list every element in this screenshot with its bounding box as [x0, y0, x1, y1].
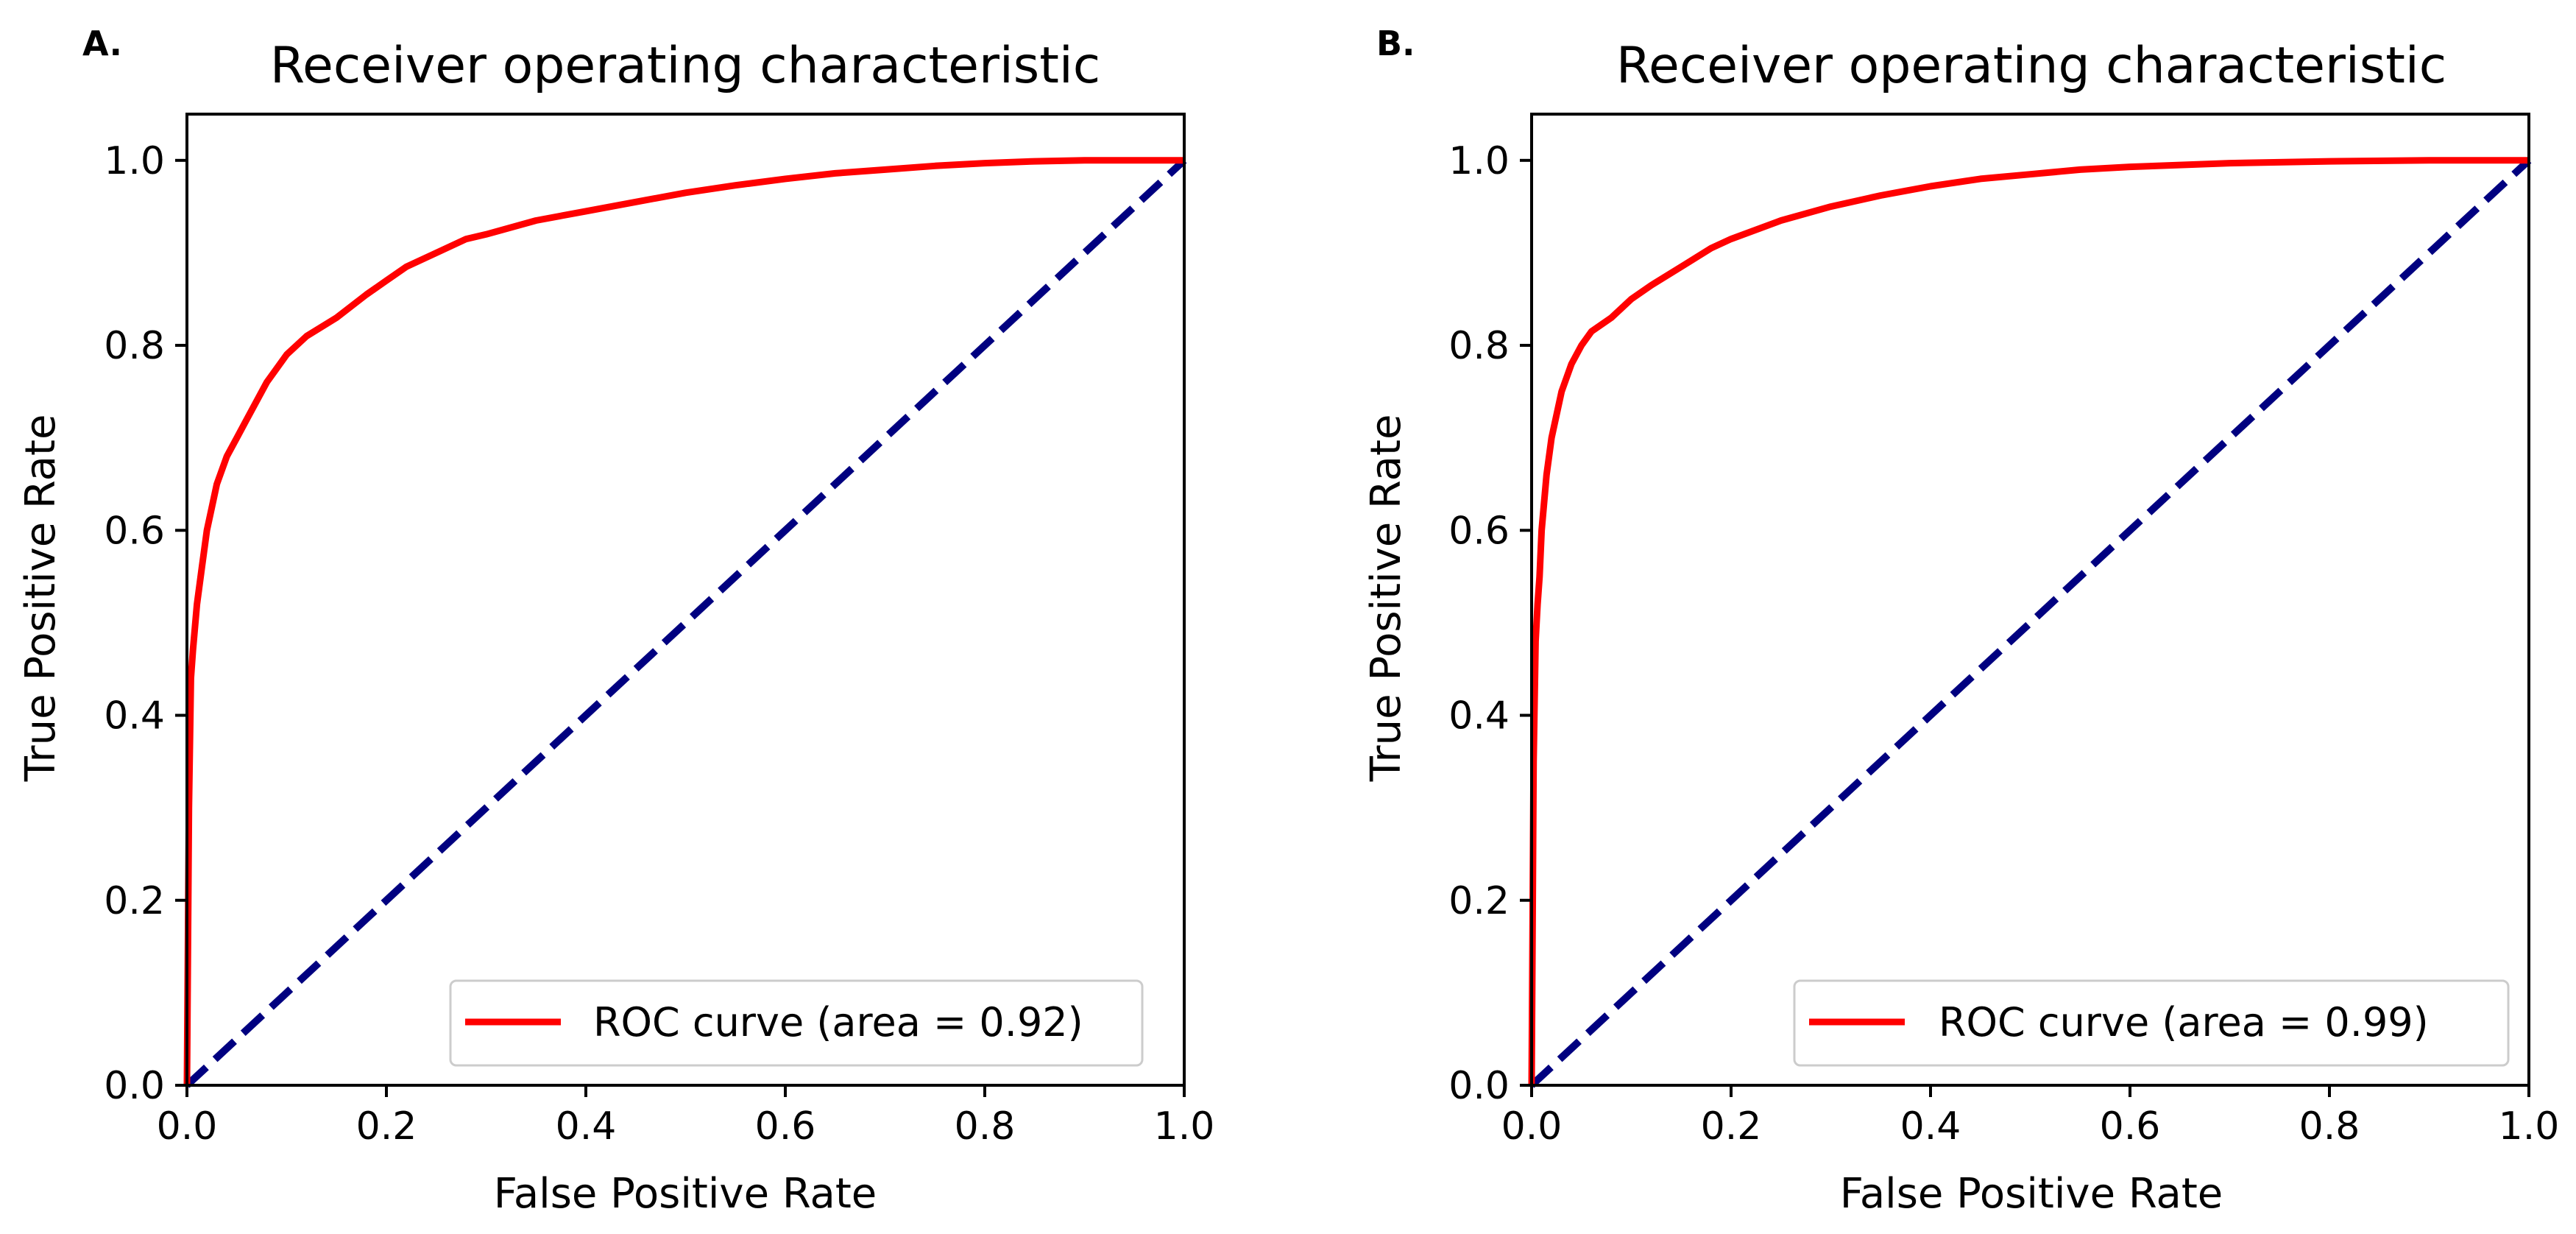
panel-b-ytick-label: 0.0	[1448, 1064, 1510, 1108]
panel-a-ytick-label: 1.0	[104, 139, 165, 183]
panel-a-title: Receiver operating characteristic	[270, 37, 1100, 95]
panel-b-xtick-label: 0.6	[2100, 1104, 2161, 1149]
panel-b-plot-area: 0.0 0.2 0.4 0.6 0.8 1.0 0.0 0.2 0.4 0.6 0.8 1.0	[1448, 113, 2560, 1149]
panel-b-xtick-label: 0.2	[1701, 1104, 1762, 1149]
panel-b-xtick-label: 1.0	[2499, 1104, 2560, 1149]
panel-b-ylabel: True Positive Rate	[1362, 415, 1410, 783]
panel-a-legend-label: ROC curve (area = 0.92)	[593, 999, 1083, 1046]
panel-b-xtick-label: 0.0	[1501, 1104, 1563, 1149]
panel-b-xlabel: False Positive Rate	[1840, 1170, 2223, 1218]
panel-a-ytick-label: 0.6	[104, 509, 165, 553]
panel-a-label: A.	[82, 24, 122, 63]
panel-b-legend-label: ROC curve (area = 0.99)	[1939, 999, 2429, 1046]
panel-a-ytick-label: 0.4	[104, 694, 165, 738]
panel-b-ytick-label: 0.4	[1448, 694, 1510, 738]
panel-a-ylabel: True Positive Rate	[17, 415, 65, 783]
panel-b-legend-box	[1793, 979, 2510, 1067]
panel-a-xtick-label: 0.6	[755, 1104, 816, 1149]
panel-b: B. Receiver operating characteristic Fal…	[1362, 24, 2559, 1218]
panel-b-label: B.	[1376, 24, 1415, 63]
panel-a-xtick-label: 1.0	[1154, 1104, 1215, 1149]
panel-a-xtick-label: 0.8	[955, 1104, 1016, 1149]
panel-a-roc-curve	[183, 157, 1184, 1086]
panel-a-ytick-label: 0.8	[104, 324, 165, 368]
panel-a-legend-box	[449, 979, 1144, 1067]
panel-b-ytick-label: 0.8	[1448, 324, 1510, 368]
panel-a-xtick-label: 0.2	[356, 1104, 417, 1149]
panel-b-ytick-label: 0.6	[1448, 509, 1510, 553]
panel-b-ytick-label: 1.0	[1448, 139, 1510, 183]
panel-b-chance-line	[1529, 158, 2532, 1088]
panel-a-legend: ROC curve (area = 0.92)	[449, 979, 1144, 1067]
panel-b-xtick-label: 0.4	[1900, 1104, 1961, 1149]
panel-a-ytick-label: 0.0	[104, 1064, 165, 1108]
panel-a-xtick-label: 0.4	[556, 1104, 617, 1149]
panel-b-roc-curve	[1528, 157, 2529, 1086]
panel-a-axes-frame	[185, 113, 1186, 1087]
panel-a: A. Receiver operating characteristic Fal…	[17, 24, 1214, 1218]
panel-b-axes-frame	[1530, 113, 2530, 1087]
panel-b-ytick-label: 0.2	[1448, 879, 1510, 923]
panel-a-ytick-label: 0.2	[104, 879, 165, 923]
panel-a-plot-area: 0.0 0.2 0.4 0.6 0.8 1.0 0.0 0.2 0.4 0.6 0.8 1.0	[104, 113, 1215, 1149]
panel-a-chance-line	[184, 158, 1187, 1088]
panel-a-xtick-label: 0.0	[157, 1104, 218, 1149]
panel-a-xlabel: False Positive Rate	[494, 1170, 877, 1218]
panel-b-legend: ROC curve (area = 0.99)	[1793, 979, 2510, 1067]
panel-b-title: Receiver operating characteristic	[1616, 37, 2446, 95]
panel-b-xtick-label: 0.8	[2299, 1104, 2360, 1149]
